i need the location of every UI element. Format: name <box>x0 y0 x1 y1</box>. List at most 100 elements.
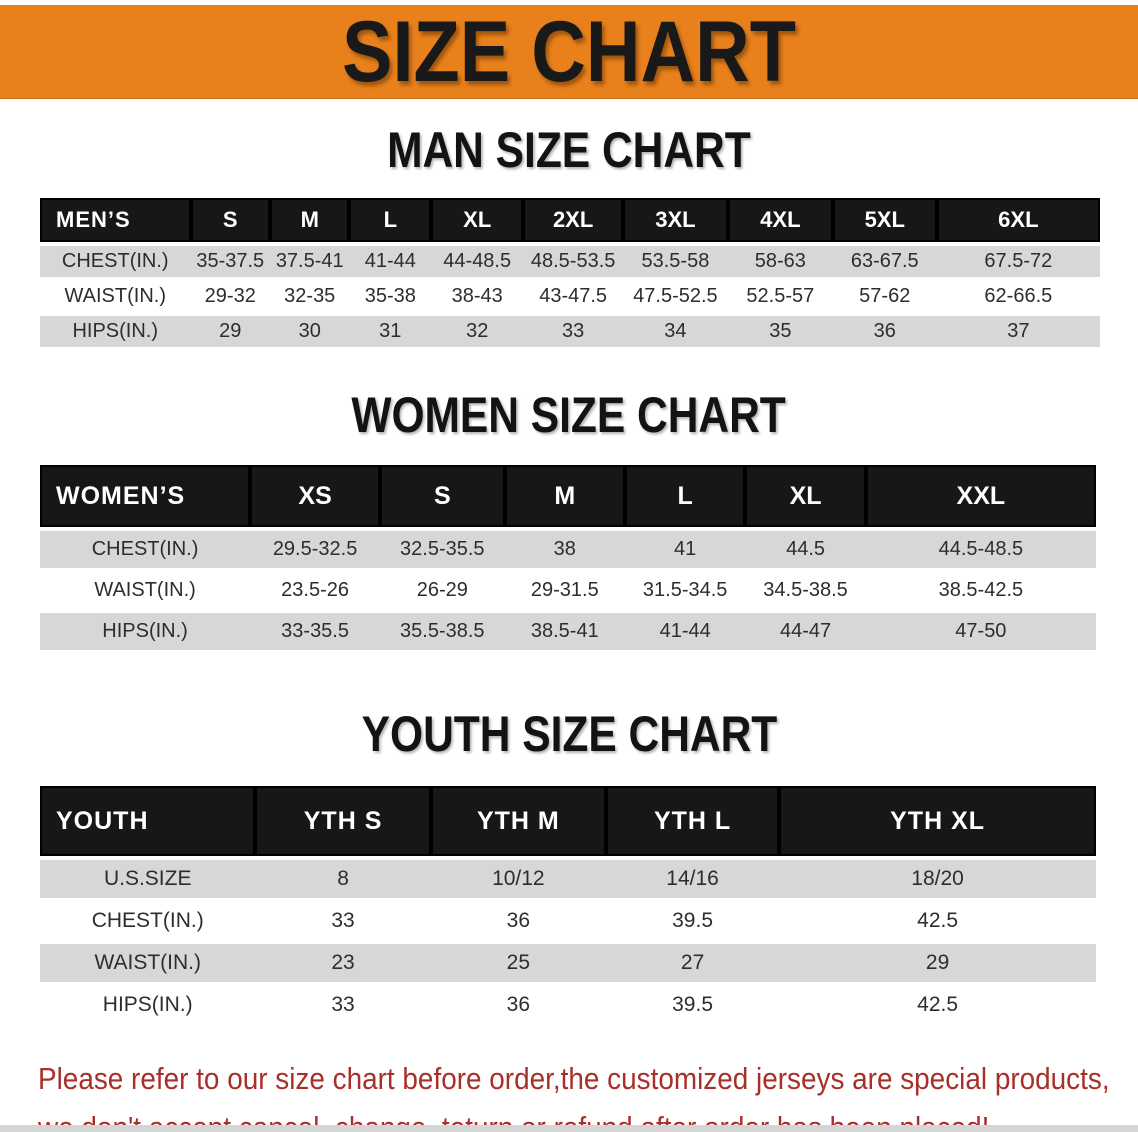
size-column-header: 4XL <box>727 198 833 242</box>
size-column-header: XS <box>250 465 381 527</box>
size-value-cell: 23.5-26 <box>250 572 381 609</box>
size-value-cell: 41-44 <box>349 246 432 277</box>
size-value-cell: 31.5-34.5 <box>624 572 746 609</box>
table-row: CHEST(IN.) 29.5-32.5 32.5-35.5 38 41 44.5 44.5… <box>40 531 1096 568</box>
size-value-cell: 36 <box>430 902 606 940</box>
disclaimer-line-1: Please refer to our size chart before or… <box>38 1054 1138 1103</box>
size-value-cell: 26-29 <box>380 572 505 609</box>
women-size-table: WOMEN’S XS S M L XL XXL CHEST(IN.) 29.5-32.5 32.… <box>40 461 1096 654</box>
size-value-cell: 31 <box>349 316 432 347</box>
size-value-cell: 38 <box>504 531 625 568</box>
table-row: HIPS(IN.) 33 36 39.5 42.5 <box>40 986 1096 1024</box>
size-value-cell: 39.5 <box>605 902 780 940</box>
youth-size-table: YOUTH YTH S YTH M YTH L YTH XL U.S.SIZE 8 10/1… <box>40 782 1096 1028</box>
size-value-cell: 47-50 <box>865 613 1096 650</box>
size-value-cell: 57-62 <box>832 281 937 312</box>
size-value-cell: 43-47.5 <box>523 281 623 312</box>
table-row: U.S.SIZE 8 10/12 14/16 18/20 <box>40 860 1096 898</box>
table-row: WAIST(IN.) 29-32 32-35 35-38 38-43 43-47.5 47.… <box>40 281 1100 312</box>
size-value-cell: 67.5-72 <box>936 246 1100 277</box>
disclaimer-line-1-text: Please refer to our size chart before or… <box>38 1061 1110 1096</box>
row-label: WAIST(IN.) <box>40 944 256 982</box>
size-value-cell: 29.5-32.5 <box>250 531 381 568</box>
size-value-cell: 27 <box>605 944 780 982</box>
table-row: WAIST(IN.) 23 25 27 29 <box>40 944 1096 982</box>
bottom-edge-strip <box>0 1125 1138 1132</box>
row-label: CHEST(IN.) <box>40 902 256 940</box>
size-value-cell: 36 <box>430 986 606 1024</box>
size-column-header: M <box>270 198 350 242</box>
size-value-cell: 38.5-41 <box>504 613 625 650</box>
men-table-header-row: MEN’S S M L XL 2XL 3XL 4XL 5XL 6XL <box>40 198 1100 242</box>
size-value-cell: 32 <box>431 316 524 347</box>
size-value-cell: 39.5 <box>605 986 780 1024</box>
man-section-heading-text: MAN SIZE CHART <box>387 122 751 178</box>
table-row: HIPS(IN.) 33-35.5 35.5-38.5 38.5-41 41-44 44-… <box>40 613 1096 650</box>
size-value-cell: 10/12 <box>430 860 606 898</box>
size-value-cell: 14/16 <box>605 860 780 898</box>
man-section-heading: MAN SIZE CHART <box>0 122 1138 178</box>
size-value-cell: 41 <box>624 531 746 568</box>
size-value-cell: 29-32 <box>190 281 270 312</box>
table-row: WAIST(IN.) 23.5-26 26-29 29-31.5 31.5-34.5 34… <box>40 572 1096 609</box>
size-column-header: XL <box>431 198 524 242</box>
table-row: HIPS(IN.) 29 30 31 32 33 34 35 36 37 <box>40 316 1100 347</box>
size-value-cell: 42.5 <box>779 902 1096 940</box>
youth-table-header-row: YOUTH YTH S YTH M YTH L YTH XL <box>40 786 1096 856</box>
men-size-table: MEN’S S M L XL 2XL 3XL 4XL 5XL 6XL CHEST(IN.) 35-3… <box>40 194 1100 351</box>
size-column-header: XXL <box>865 465 1096 527</box>
row-label: HIPS(IN.) <box>40 316 191 347</box>
youth-section-heading-text: YOUTH SIZE CHART <box>361 706 777 762</box>
size-value-cell: 37.5-41 <box>270 246 350 277</box>
size-value-cell: 33 <box>255 902 431 940</box>
women-section-heading: WOMEN SIZE CHART <box>0 387 1138 443</box>
women-section-heading-text: WOMEN SIZE CHART <box>351 387 787 443</box>
size-value-cell: 25 <box>430 944 606 982</box>
size-value-cell: 53.5-58 <box>622 246 728 277</box>
size-column-header: 5XL <box>832 198 937 242</box>
size-value-cell: 37 <box>936 316 1100 347</box>
row-label: HIPS(IN.) <box>40 613 251 650</box>
table-row: CHEST(IN.) 33 36 39.5 42.5 <box>40 902 1096 940</box>
size-value-cell: 35-37.5 <box>190 246 270 277</box>
size-column-header: S <box>380 465 505 527</box>
row-label: CHEST(IN.) <box>40 246 191 277</box>
size-column-header: YTH XL <box>779 786 1096 856</box>
size-value-cell: 35-38 <box>349 281 432 312</box>
size-value-cell: 34 <box>622 316 728 347</box>
table-row: CHEST(IN.) 35-37.5 37.5-41 41-44 44-48.5 48.5… <box>40 246 1100 277</box>
size-value-cell: 44-47 <box>745 613 866 650</box>
size-column-header: M <box>504 465 625 527</box>
table-corner-label: MEN’S <box>40 198 191 242</box>
size-value-cell: 44-48.5 <box>431 246 524 277</box>
size-value-cell: 58-63 <box>727 246 833 277</box>
size-column-header: 3XL <box>622 198 728 242</box>
size-value-cell: 33-35.5 <box>250 613 381 650</box>
disclaimer-text: Please refer to our size chart before or… <box>38 1054 1138 1132</box>
banner-title: SIZE CHART <box>341 3 797 100</box>
size-value-cell: 52.5-57 <box>727 281 833 312</box>
size-value-cell: 32.5-35.5 <box>380 531 505 568</box>
size-column-header: L <box>624 465 746 527</box>
size-column-header: YTH L <box>605 786 780 856</box>
size-column-header: YTH S <box>255 786 431 856</box>
size-value-cell: 62-66.5 <box>936 281 1100 312</box>
size-chart-banner: SIZE CHART <box>0 5 1138 98</box>
size-column-header: 2XL <box>523 198 623 242</box>
size-value-cell: 8 <box>255 860 431 898</box>
size-value-cell: 29 <box>190 316 270 347</box>
size-value-cell: 44.5 <box>745 531 866 568</box>
women-table-header-row: WOMEN’S XS S M L XL XXL <box>40 465 1096 527</box>
row-label: CHEST(IN.) <box>40 531 251 568</box>
table-corner-label: YOUTH <box>40 786 256 856</box>
size-value-cell: 38.5-42.5 <box>865 572 1096 609</box>
size-value-cell: 41-44 <box>624 613 746 650</box>
size-column-header: S <box>190 198 270 242</box>
size-value-cell: 38-43 <box>431 281 524 312</box>
size-value-cell: 33 <box>523 316 623 347</box>
size-value-cell: 42.5 <box>779 986 1096 1024</box>
table-corner-label: WOMEN’S <box>40 465 251 527</box>
row-label: WAIST(IN.) <box>40 572 251 609</box>
row-label: U.S.SIZE <box>40 860 256 898</box>
